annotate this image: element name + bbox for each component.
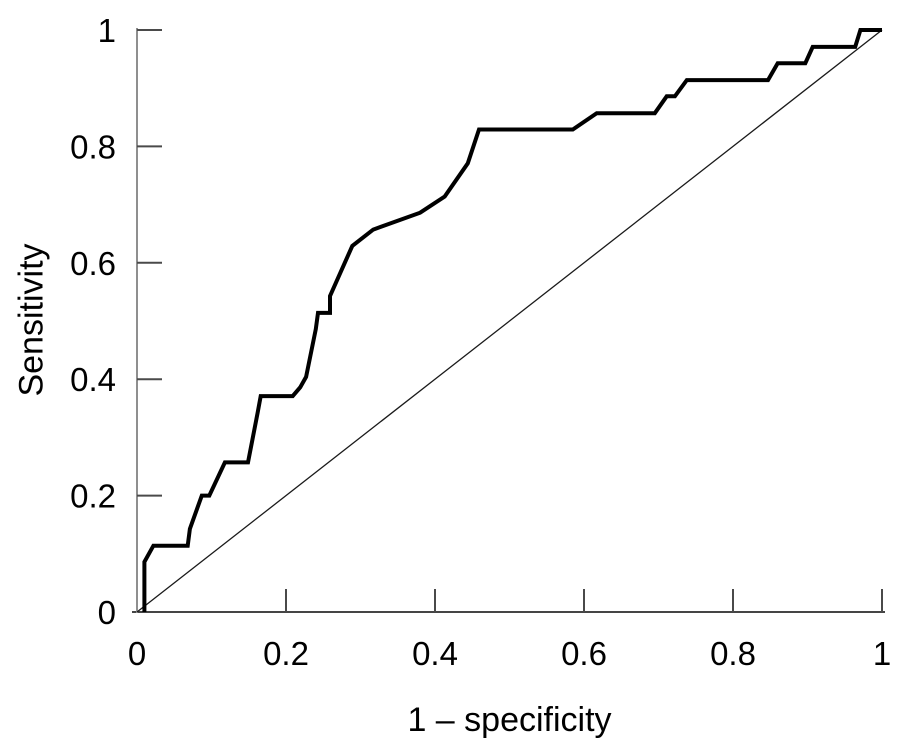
x-tick-label: 0 <box>128 635 146 672</box>
y-tick-label: 0.8 <box>70 128 116 165</box>
chance-diagonal-line <box>136 29 883 613</box>
y-tick-label: 0 <box>98 594 116 631</box>
tick-labels: 0 0.2 0.4 0.6 0.8 1 0 0.2 0.4 0.6 0.8 1 <box>70 12 891 672</box>
y-tick-label: 0.2 <box>70 478 116 515</box>
axes <box>132 28 885 613</box>
axis-ticks <box>137 29 883 612</box>
x-tick-label: 0.2 <box>263 635 309 672</box>
y-tick-label: 0.4 <box>70 361 116 398</box>
roc-curve-line <box>142 28 882 612</box>
x-axis-title: 1 – specificity <box>407 701 612 739</box>
x-tick-label: 0.8 <box>710 635 756 672</box>
x-tick-label: 0.4 <box>412 635 458 672</box>
x-tick-label: 1 <box>873 635 891 672</box>
x-tick-label: 0.6 <box>561 635 607 672</box>
y-axis-title: Sensitivity <box>12 243 51 397</box>
y-tick-label: 1 <box>98 12 116 49</box>
y-tick-label: 0.6 <box>70 245 116 282</box>
